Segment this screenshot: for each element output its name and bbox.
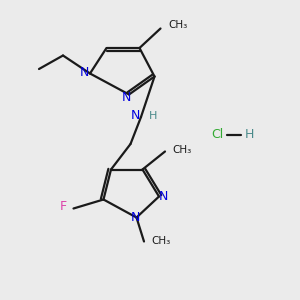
Text: N: N <box>121 91 131 104</box>
Text: CH₃: CH₃ <box>168 20 187 31</box>
Text: Cl: Cl <box>212 128 224 142</box>
Text: CH₃: CH₃ <box>152 236 171 247</box>
Text: CH₃: CH₃ <box>172 145 192 155</box>
Text: N: N <box>130 211 140 224</box>
Text: H: H <box>149 110 157 121</box>
Text: N: N <box>130 109 140 122</box>
Text: N: N <box>80 65 89 79</box>
Text: H: H <box>244 128 254 142</box>
Text: N: N <box>159 190 168 203</box>
Text: F: F <box>59 200 67 214</box>
